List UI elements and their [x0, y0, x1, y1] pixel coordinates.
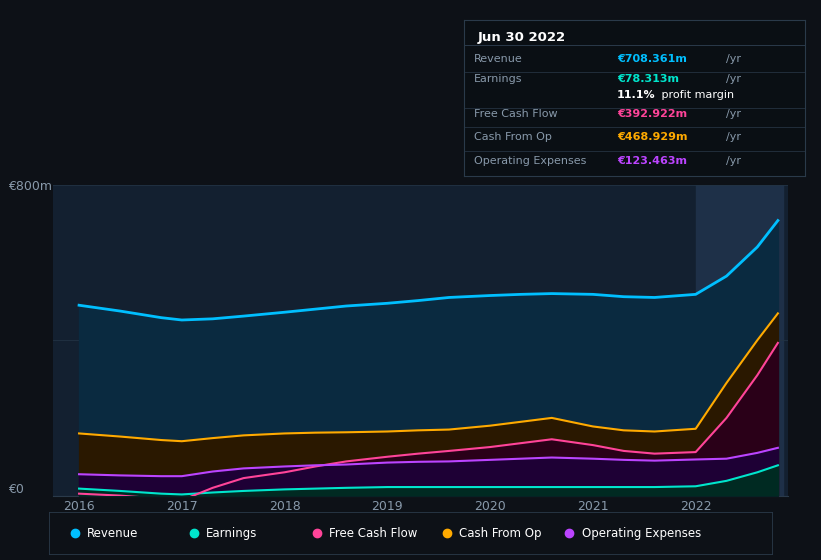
Text: /yr: /yr: [727, 54, 741, 64]
Text: €392.922m: €392.922m: [617, 109, 687, 119]
Text: /yr: /yr: [727, 109, 741, 119]
Text: Operating Expenses: Operating Expenses: [582, 527, 701, 540]
Text: 11.1%: 11.1%: [617, 90, 656, 100]
Text: €800m: €800m: [8, 180, 53, 193]
Text: Jun 30 2022: Jun 30 2022: [478, 31, 566, 44]
Text: /yr: /yr: [727, 74, 741, 85]
Text: Revenue: Revenue: [87, 527, 138, 540]
Text: Free Cash Flow: Free Cash Flow: [329, 527, 417, 540]
Text: Cash From Op: Cash From Op: [459, 527, 541, 540]
Text: €708.361m: €708.361m: [617, 54, 687, 64]
Text: /yr: /yr: [727, 133, 741, 142]
Text: profit margin: profit margin: [658, 90, 734, 100]
Text: /yr: /yr: [727, 156, 741, 166]
Text: €123.463m: €123.463m: [617, 156, 687, 166]
Text: Earnings: Earnings: [474, 74, 523, 85]
Text: Revenue: Revenue: [474, 54, 523, 64]
Text: Cash From Op: Cash From Op: [474, 133, 552, 142]
Text: €468.929m: €468.929m: [617, 133, 688, 142]
Text: €0: €0: [8, 483, 24, 496]
Text: Earnings: Earnings: [206, 527, 258, 540]
Text: Free Cash Flow: Free Cash Flow: [474, 109, 557, 119]
Text: €78.313m: €78.313m: [617, 74, 679, 85]
Bar: [695, 185, 783, 496]
Text: Operating Expenses: Operating Expenses: [474, 156, 586, 166]
